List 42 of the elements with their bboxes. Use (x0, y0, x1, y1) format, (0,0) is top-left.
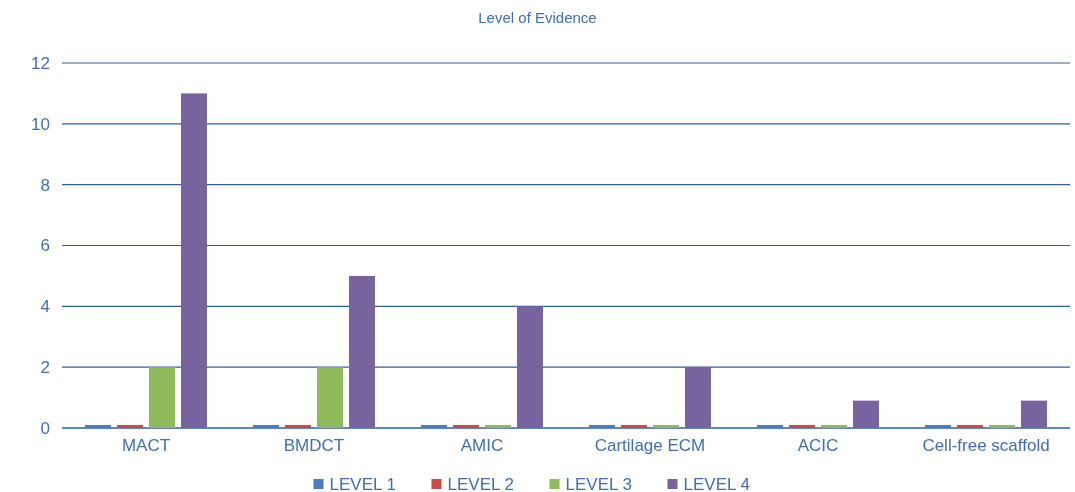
bar (285, 424, 311, 428)
bar (253, 424, 279, 428)
bar (957, 424, 983, 428)
x-tick-label: Cell-free scaffold (922, 436, 1050, 455)
bar (117, 424, 143, 428)
bar (789, 424, 815, 428)
legend-label: LEVEL 1 (329, 475, 396, 492)
y-tick-label: 6 (40, 236, 50, 256)
bar (589, 424, 615, 428)
x-tick-label: BMDCT (283, 436, 345, 455)
bar (1021, 400, 1047, 428)
bar (517, 306, 543, 428)
x-tick-label: ACIC (797, 436, 839, 455)
bar (621, 424, 647, 428)
y-tick-label: 10 (31, 114, 50, 134)
bar (989, 424, 1015, 428)
bar (821, 424, 847, 428)
chart-title: Level of Evidence (478, 9, 597, 26)
x-tick-label: Cartilage ECM (594, 436, 706, 455)
bar (853, 400, 879, 428)
x-tick-label: AMIC (460, 436, 504, 455)
legend-label: LEVEL 4 (683, 475, 750, 492)
bar (485, 424, 511, 428)
legend-label: LEVEL 2 (447, 475, 514, 492)
bar (181, 93, 207, 428)
bar (85, 424, 111, 428)
bar (685, 367, 711, 428)
y-tick-label: 0 (40, 418, 50, 438)
bar (149, 367, 175, 428)
bar (349, 275, 375, 428)
bar (925, 424, 951, 428)
bar (453, 424, 479, 428)
bar (317, 367, 343, 428)
y-tick-label: 12 (31, 53, 50, 73)
y-tick-label: 8 (40, 175, 50, 195)
bar (757, 424, 783, 428)
x-tick-label: MACT (121, 436, 171, 455)
y-tick-label: 2 (40, 358, 50, 378)
bar (421, 424, 447, 428)
bar (653, 424, 679, 428)
legend-label: LEVEL 3 (565, 475, 632, 492)
y-tick-label: 4 (40, 297, 50, 317)
